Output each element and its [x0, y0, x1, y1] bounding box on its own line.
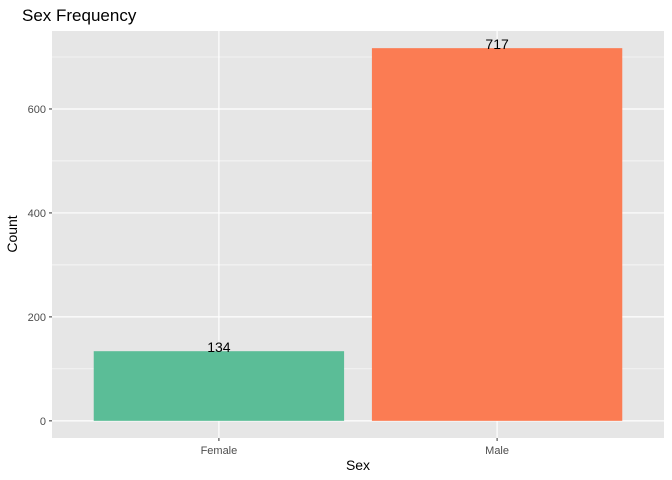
- chart-title: Sex Frequency: [22, 6, 137, 25]
- y-tick-label: 200: [28, 312, 46, 324]
- data-label-male: 717: [485, 36, 509, 52]
- y-axis-ticks: 0 200 400 600: [28, 104, 52, 428]
- y-tick-label: 600: [28, 104, 46, 116]
- x-axis-title: Sex: [346, 457, 370, 473]
- bar-female: [94, 351, 344, 421]
- data-label-female: 134: [207, 339, 231, 355]
- x-axis-ticks: Female Male: [201, 438, 509, 457]
- y-axis-title: Count: [4, 215, 20, 252]
- x-tick-label: Male: [485, 445, 509, 457]
- y-tick-label: 400: [28, 208, 46, 220]
- bar-male: [372, 48, 622, 421]
- x-tick-label: Female: [201, 445, 238, 457]
- y-tick-label: 0: [40, 416, 46, 428]
